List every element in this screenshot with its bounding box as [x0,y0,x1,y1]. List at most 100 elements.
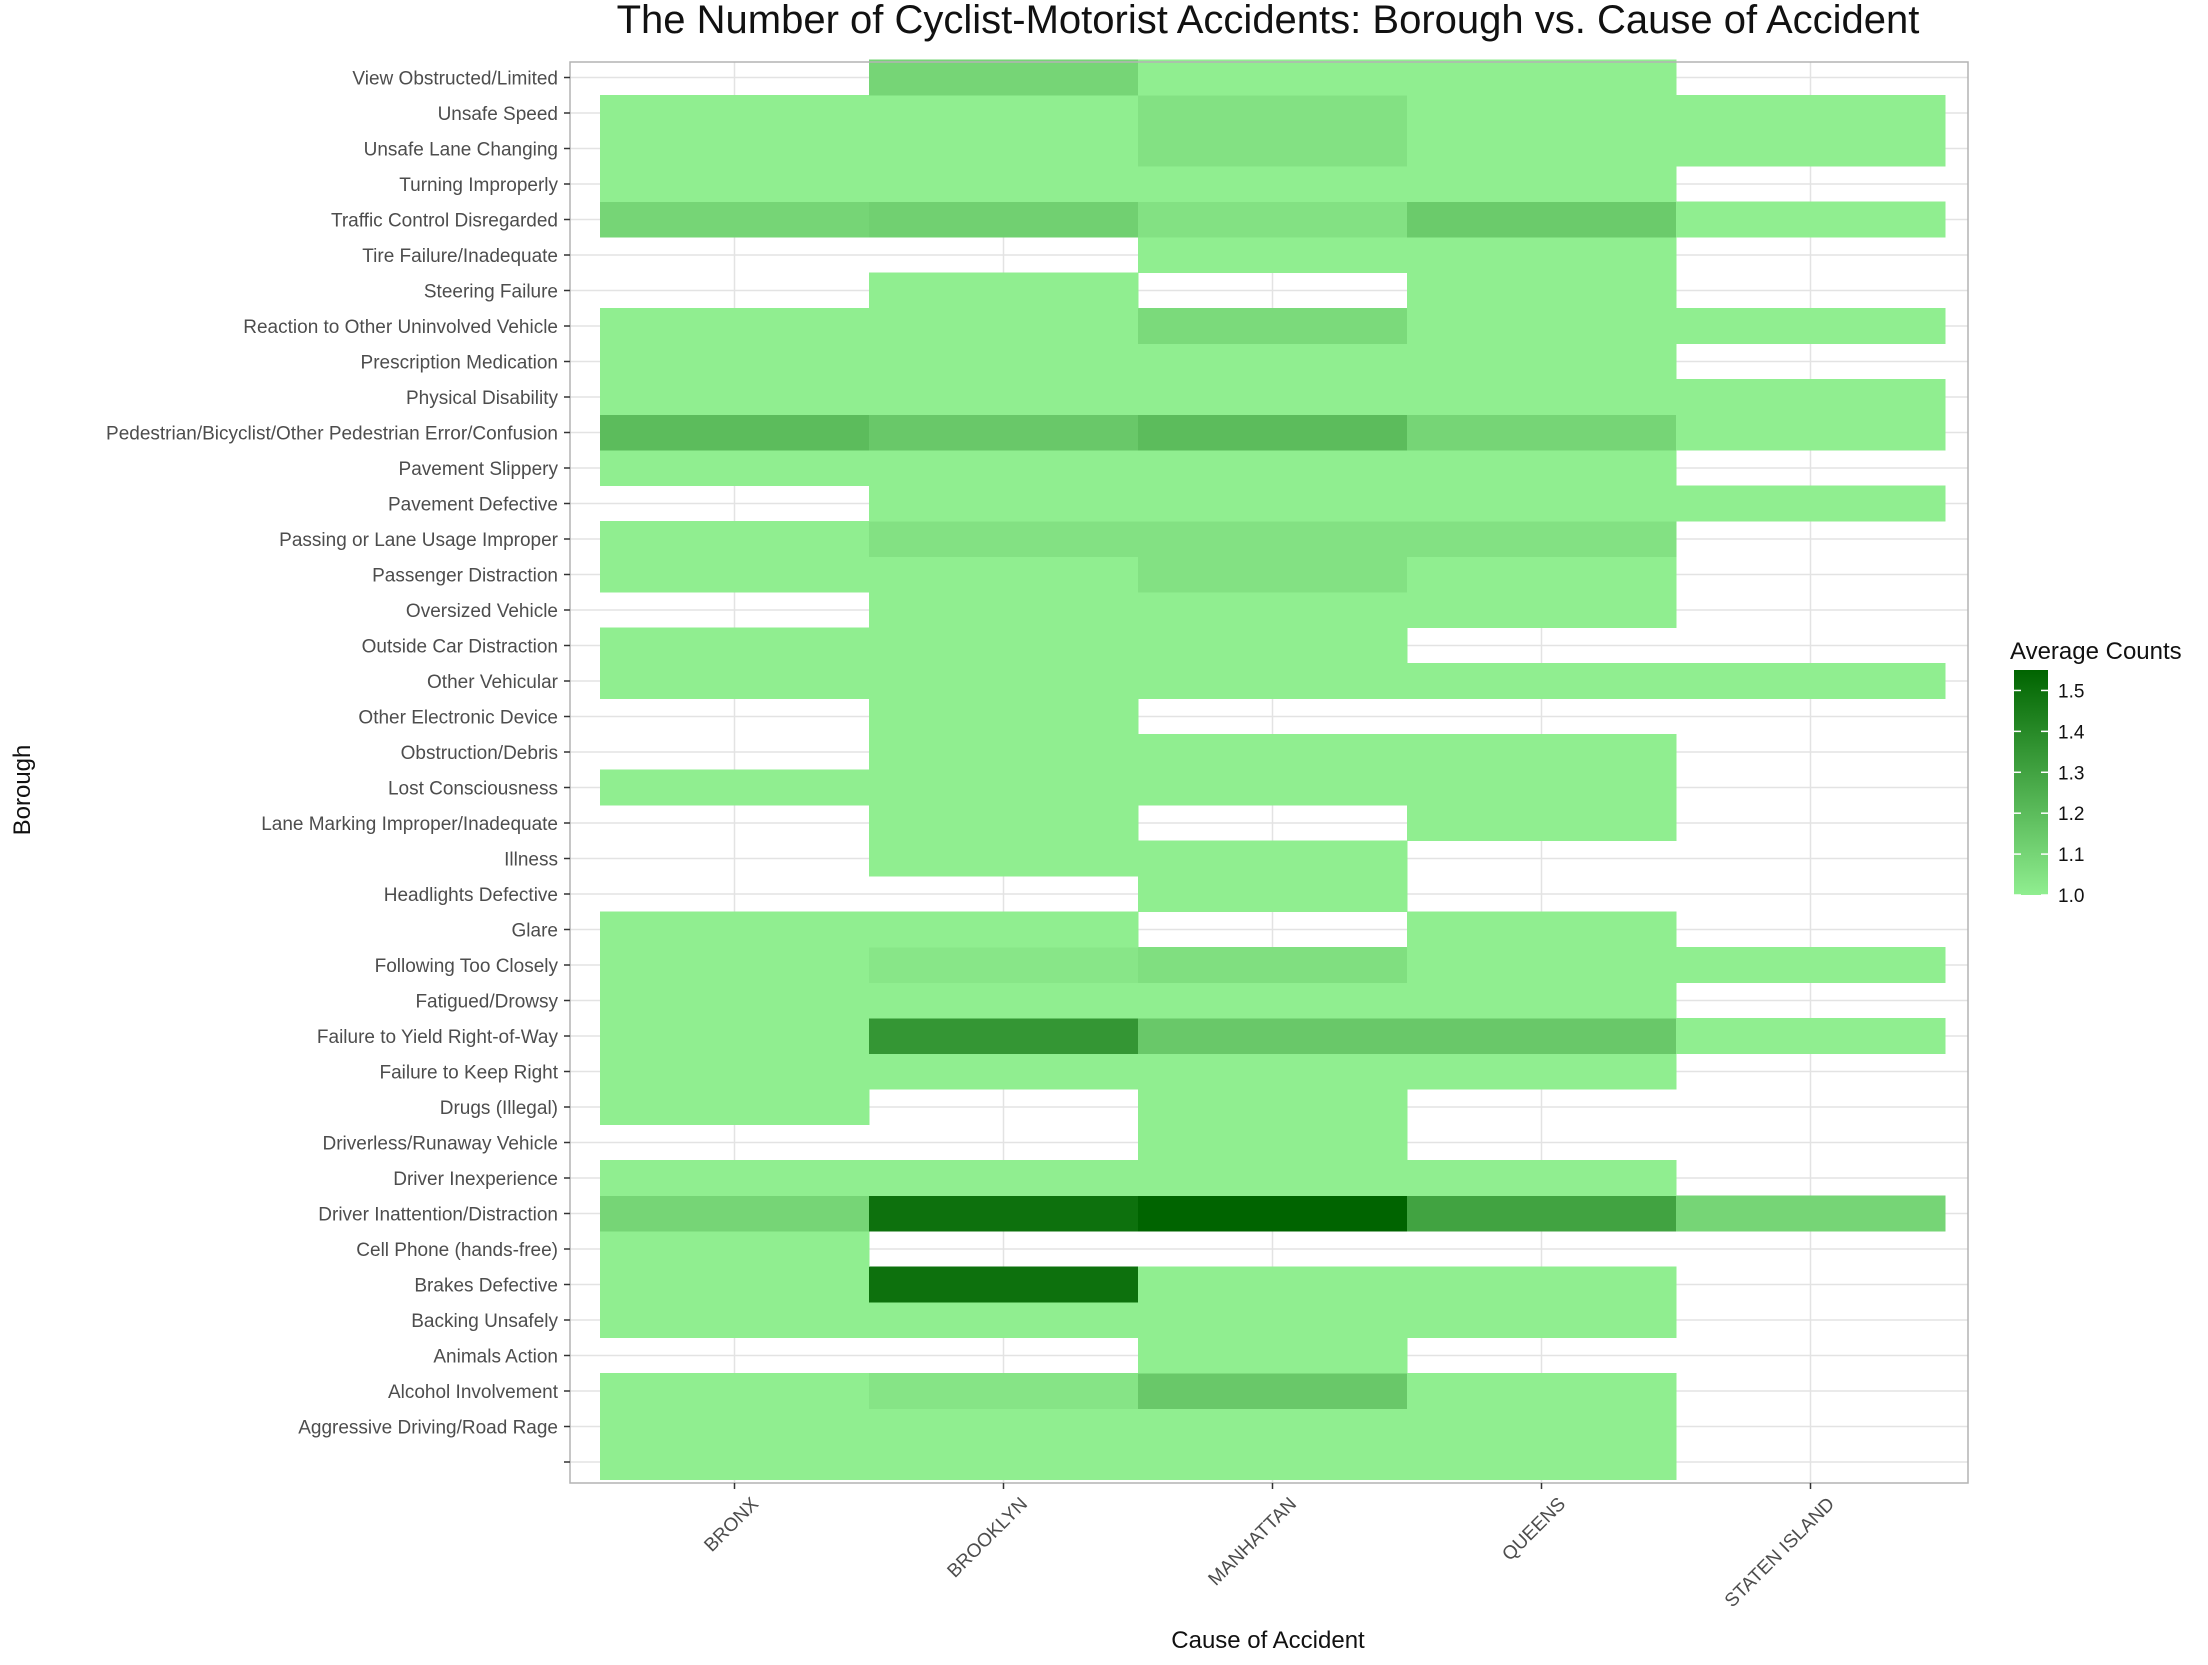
heatmap-cell [1138,627,1408,664]
heatmap-cell [600,521,870,557]
heatmap-cell [1407,1018,1677,1054]
heatmap-cell [600,982,870,1019]
heatmap-cell [1138,450,1408,486]
heatmap-cell [600,769,870,806]
heatmap-cell [1407,805,1677,841]
heatmap-cell [1407,1408,1677,1445]
legend-colorbar [2014,670,2048,895]
y-tick-label: Animals Action [433,1347,558,1368]
heatmap-cell [1407,769,1677,806]
y-axis-ticks: Aggressive Driving/Road Rage Alcohol Invo… [106,69,570,1463]
y-tick-label: Fatigued/Drowsy [415,992,558,1013]
heatmap-cell [869,130,1139,167]
y-tick-label: Oversized Vehicle [406,601,558,622]
legend-ticks: 1.0 1.1 1.2 1.3 1.4 1.5 [2014,681,2085,907]
heatmap-cell [1407,308,1677,344]
heatmap-cell [600,308,870,344]
heatmap-cell [1138,1337,1408,1374]
y-tick-label: Headlights Defective [384,885,558,906]
heatmap-cell [1407,1160,1677,1196]
heatmap-cell [1407,947,1677,983]
heatmap-cell [1407,1302,1677,1338]
y-tick-label: Failure to Yield Right-of-Way [317,1027,559,1048]
heatmap-cell [1407,272,1677,309]
heatmap-cell [869,414,1139,451]
heatmap-cell [600,1160,870,1196]
heatmap-cell [869,911,1139,948]
y-tick-label: Backing Unsafely [411,1311,558,1332]
y-tick-label: Following Too Closely [375,956,559,977]
heatmap-cell [1676,95,1946,131]
heatmap-cell [1676,201,1946,238]
heatmap-cell [1676,1195,1946,1232]
heatmap-cell [869,95,1139,131]
heatmap-cell [600,1444,870,1480]
heatmap-cell [1407,982,1677,1019]
heatmap-cell [1138,1053,1408,1090]
heatmap-cell [1407,556,1677,593]
heatmap-cell [1138,769,1408,806]
y-tick-label: Aggressive Driving/Road Rage [298,1418,558,1439]
x-axis-title: Cause of Accident [1171,1627,1365,1654]
heatmap-cell [1407,485,1677,522]
heatmap-cell [1407,1195,1677,1232]
heatmap-cell [1407,414,1677,451]
y-tick-label: Reaction to Other Uninvolved Vehicle [243,317,558,338]
heatmap-cell [1676,947,1946,983]
y-tick-label: Outside Car Distraction [362,637,558,658]
heatmap-cell [600,1018,870,1054]
heatmap-cell [1407,521,1677,557]
heatmap-cell [1138,343,1408,380]
y-axis-title: Borough [9,745,36,836]
heatmap-cell [869,1018,1139,1054]
heatmap-cell [600,1231,870,1267]
y-tick-label: View Obstructed/Limited [352,69,558,90]
heatmap-cell [1138,876,1408,912]
heatmap-cell [600,414,870,451]
y-tick-label: Cell Phone (hands-free) [356,1240,558,1261]
y-tick-label: Passing or Lane Usage Improper [279,530,558,551]
y-tick-label: Alcohol Involvement [388,1382,559,1403]
heatmap-cell [1138,1444,1408,1480]
heatmap-cell [869,272,1139,309]
heatmap-cell [1676,379,1946,415]
heatmap-cell [869,556,1139,593]
heatmap-cell [1138,947,1408,983]
heatmap-cell [1676,130,1946,167]
heatmap-cell [869,379,1139,415]
heatmap-cell [1138,379,1408,415]
heatmap-cell [600,911,870,948]
y-tick-label: Pedestrian/Bicyclist/Other Pedestrian Er… [106,424,558,445]
heatmap-cell [1138,1124,1408,1161]
heatmap-cell [1407,379,1677,415]
legend-tick-label: 1.3 [2058,763,2084,784]
heatmap-cell [1138,1408,1408,1445]
heatmap-cell [1138,1160,1408,1196]
heatmap-cell [1138,201,1408,238]
heatmap-cell [600,1053,870,1090]
heatmap-cell [869,1408,1139,1445]
heatmap-cell [1407,95,1677,131]
y-tick-label: Driver Inexperience [393,1169,558,1190]
heatmap-cell [869,450,1139,486]
y-tick-label: Prescription Medication [361,353,558,374]
heatmap-cell [1138,556,1408,593]
heatmap-cell [1676,663,1946,699]
heatmap-cell [1138,840,1408,877]
y-tick-label: Unsafe Lane Changing [364,140,558,161]
y-tick-label: Driver Inattention/Distraction [318,1205,558,1226]
heatmap-cell [869,1373,1139,1409]
heatmap-cell [600,166,870,202]
heatmap-cell [869,698,1139,735]
heatmap-cell [1138,982,1408,1019]
heatmap-cell [869,805,1139,841]
heatmap-cell [600,95,870,131]
heatmap-cell [1407,734,1677,770]
y-tick-label: Brakes Defective [414,1276,558,1297]
heatmap-cell [869,1160,1139,1196]
heatmap-cell [869,840,1139,877]
y-tick-label: Unsafe Speed [438,104,558,125]
heatmap-cell [600,947,870,983]
